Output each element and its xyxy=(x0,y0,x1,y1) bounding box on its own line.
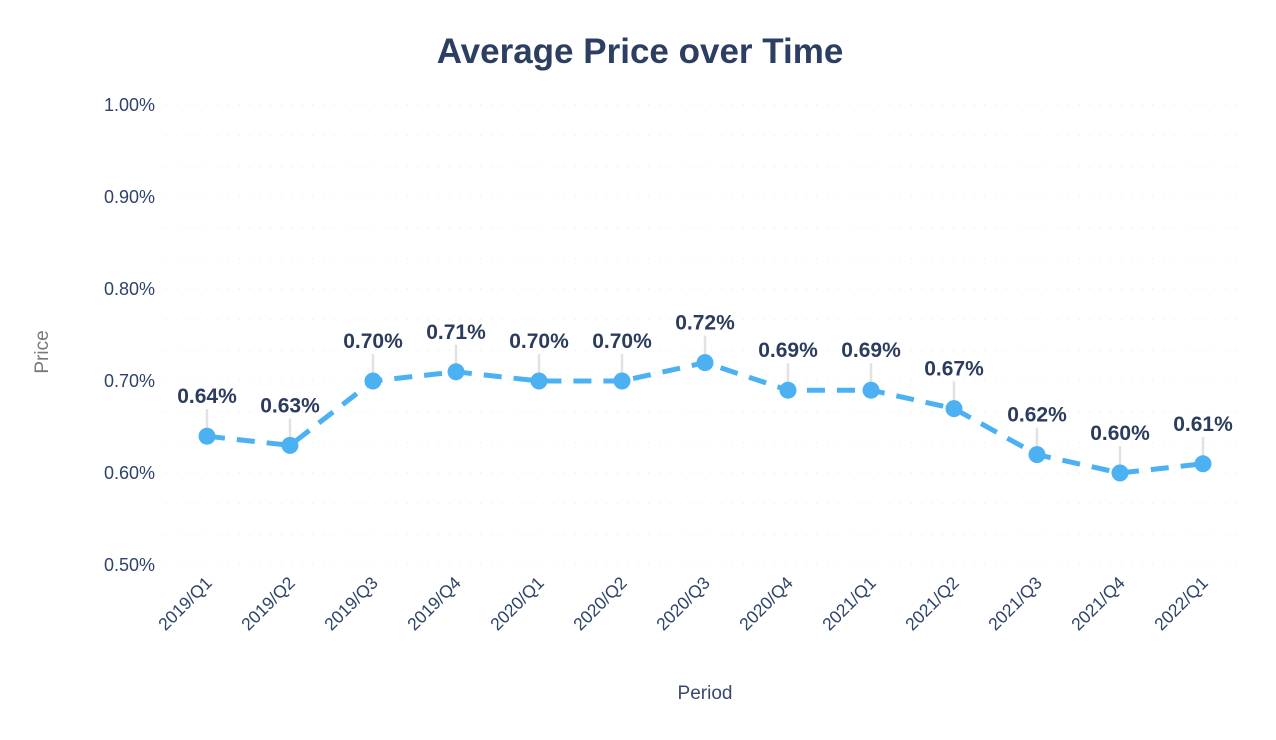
data-point-label: 0.67% xyxy=(924,358,984,381)
x-tick-label: 2021/Q4 xyxy=(1067,572,1129,634)
gridlines xyxy=(165,104,1246,566)
x-tick-label: 2021/Q1 xyxy=(818,573,880,635)
data-point-label: 0.60% xyxy=(1090,422,1150,445)
y-tick-label: 0.60% xyxy=(104,463,155,483)
x-tick-label: 2020/Q2 xyxy=(569,573,631,635)
label-connectors xyxy=(205,335,1205,465)
y-tick-label: 0.50% xyxy=(104,555,155,575)
data-point-marker[interactable] xyxy=(945,400,963,418)
y-tick-label: 0.90% xyxy=(104,187,155,207)
y-axis-title: Price xyxy=(32,330,53,373)
data-point-marker[interactable] xyxy=(696,354,714,372)
data-point-marker[interactable] xyxy=(1111,464,1129,482)
data-point-label: 0.69% xyxy=(758,339,818,362)
chart-title: Average Price over Time xyxy=(437,32,844,71)
data-point-label: 0.70% xyxy=(592,330,652,353)
y-tick-label: 0.70% xyxy=(104,371,155,391)
x-tick-label: 2021/Q3 xyxy=(984,573,1046,635)
x-tick-label: 2019/Q1 xyxy=(154,573,216,635)
x-tick-label: 2022/Q1 xyxy=(1150,573,1212,635)
data-point-label: 0.61% xyxy=(1173,413,1233,436)
data-point-label: 0.71% xyxy=(426,321,486,344)
data-point-marker[interactable] xyxy=(364,372,382,390)
data-point-marker[interactable] xyxy=(1194,455,1212,473)
data-point-marker[interactable] xyxy=(613,372,631,390)
data-point-label: 0.64% xyxy=(177,385,237,408)
x-tick-label: 2019/Q4 xyxy=(403,572,465,634)
x-tick-label: 2019/Q2 xyxy=(237,573,299,635)
data-point-label: 0.69% xyxy=(841,339,901,362)
data-point-marker[interactable] xyxy=(779,381,797,399)
x-axis-ticks: 2019/Q1 2019/Q2 2019/Q3 2019/Q4 2020/Q1 2020/… xyxy=(154,572,1212,634)
data-point-marker[interactable] xyxy=(530,372,548,390)
data-point-label: 0.62% xyxy=(1007,404,1067,427)
data-point-marker[interactable] xyxy=(281,436,299,454)
data-point-label: 0.63% xyxy=(260,394,320,417)
data-point-marker[interactable] xyxy=(862,381,880,399)
x-tick-label: 2021/Q2 xyxy=(901,573,963,635)
x-tick-label: 2020/Q1 xyxy=(486,573,548,635)
x-tick-label: 2019/Q3 xyxy=(320,573,382,635)
data-labels: 0.64% 0.63% 0.70% 0.71% 0.70% 0.70% 0.72% 0.69%… xyxy=(177,312,1233,445)
y-axis-ticks: 1.00% 0.90% 0.80% 0.70% 0.60% 0.50% xyxy=(104,95,155,575)
data-point-label: 0.70% xyxy=(509,330,569,353)
y-tick-label: 1.00% xyxy=(104,95,155,115)
data-point-label: 0.70% xyxy=(343,330,403,353)
data-points xyxy=(198,354,1212,482)
y-tick-label: 0.80% xyxy=(104,279,155,299)
data-point-marker[interactable] xyxy=(447,363,465,381)
x-tick-label: 2020/Q3 xyxy=(652,573,714,635)
data-point-marker[interactable] xyxy=(1028,446,1046,464)
x-tick-label: 2020/Q4 xyxy=(735,572,797,634)
x-axis-title: Period xyxy=(678,683,733,704)
data-point-marker[interactable] xyxy=(198,427,216,445)
data-point-label: 0.72% xyxy=(675,312,735,335)
